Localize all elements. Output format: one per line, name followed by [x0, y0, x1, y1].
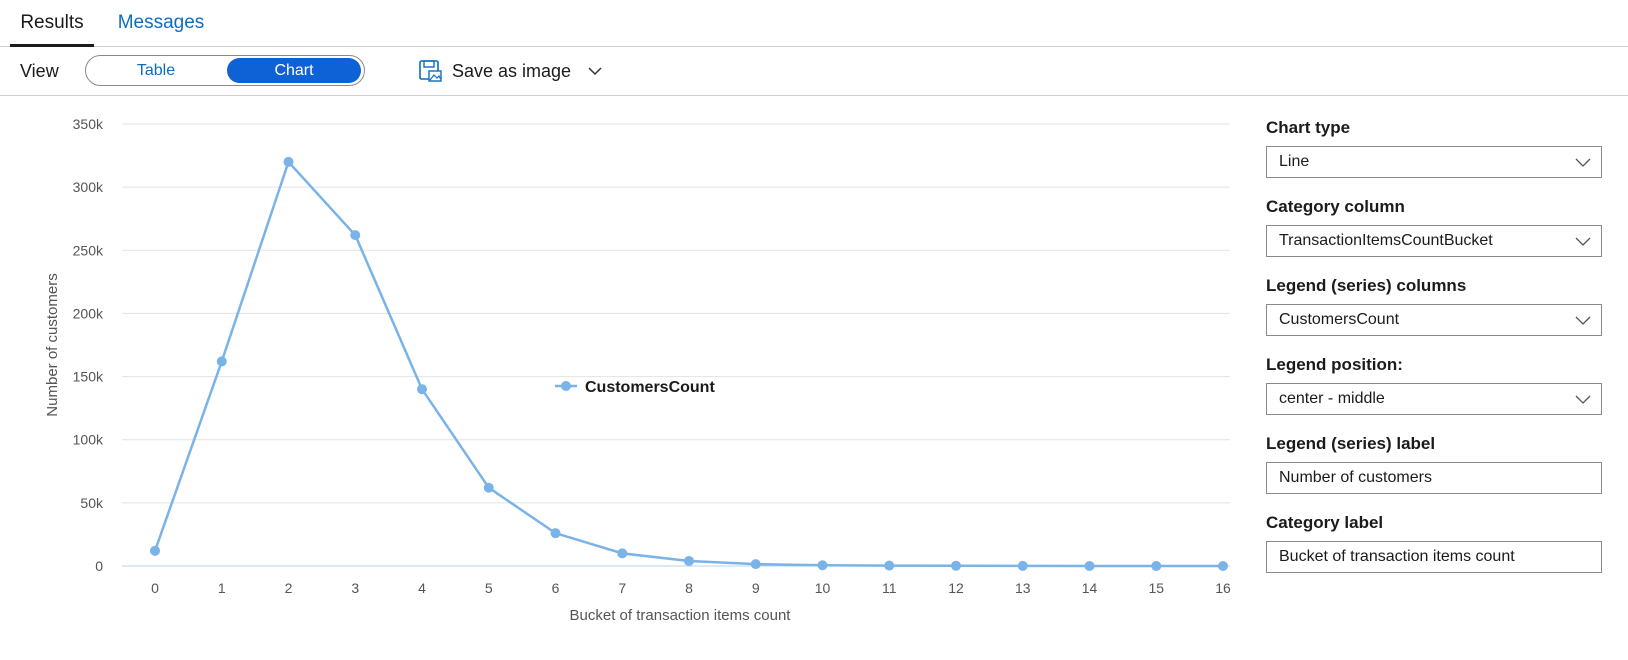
data-point: [750, 559, 761, 570]
tab-messages[interactable]: Messages: [117, 12, 205, 33]
category-label-input-box[interactable]: [1266, 541, 1602, 573]
legend-label-field: Legend (series) label: [1266, 426, 1602, 505]
y-tick-label: 150k: [73, 369, 104, 385]
category-label-label: Category label: [1266, 513, 1384, 532]
data-point: [1218, 560, 1228, 571]
data-point: [884, 560, 895, 571]
data-point: [684, 555, 694, 566]
view-toolbar: View Table Chart Save as image: [0, 47, 1628, 96]
y-tick-label: 0: [95, 558, 103, 574]
legend-position-label: Legend position:: [1266, 355, 1403, 374]
legend-marker: [561, 381, 571, 391]
legend-columns-value: CustomersCount: [1279, 311, 1400, 328]
legend-label: CustomersCount: [585, 379, 715, 396]
legend-label-input-box[interactable]: [1266, 462, 1602, 494]
x-tick-label: 12: [948, 580, 964, 596]
x-tick-label: 14: [1082, 580, 1098, 596]
x-tick-label: 0: [151, 580, 159, 596]
chart-type-dropdown[interactable]: Line: [1266, 146, 1602, 178]
y-axis-title: Number of customers: [44, 273, 61, 416]
x-tick-label: 8: [685, 580, 693, 596]
data-point: [1151, 560, 1162, 571]
view-toggle-table[interactable]: Table: [136, 62, 176, 79]
chevron-down-icon: [1575, 237, 1591, 246]
save-image-icon: [419, 60, 442, 82]
chart-settings-panel: Chart type Line Category column Transact…: [1266, 110, 1602, 584]
x-tick-label: 2: [285, 580, 293, 596]
chevron-down-icon: [1575, 316, 1591, 325]
x-tick-label: 3: [351, 580, 359, 596]
x-tick-label: 4: [418, 580, 426, 596]
y-tick-label: 100k: [73, 432, 104, 448]
legend-label-label: Legend (series) label: [1266, 434, 1436, 453]
legend-columns-field: Legend (series) columns CustomersCount: [1266, 268, 1602, 347]
y-tick-label: 350k: [73, 116, 104, 132]
x-tick-label: 16: [1215, 580, 1231, 596]
results-tab-bar: Results Messages: [0, 0, 1628, 47]
y-tick-label: 250k: [73, 242, 104, 258]
x-tick-label: 7: [618, 580, 626, 596]
data-point: [483, 482, 494, 493]
tab-results[interactable]: Results: [10, 10, 94, 47]
x-tick-label: 6: [552, 580, 560, 596]
data-point: [617, 548, 628, 559]
data-point: [350, 230, 361, 241]
x-tick-label: 1: [218, 580, 226, 596]
data-point: [216, 356, 227, 367]
chevron-down-icon: [1575, 158, 1591, 167]
chevron-down-icon[interactable]: [587, 63, 603, 79]
y-tick-label: 300k: [73, 179, 104, 195]
y-tick-label: 200k: [73, 305, 104, 321]
category-column-label: Category column: [1266, 197, 1405, 216]
x-tick-label: 11: [882, 580, 897, 596]
legend-columns-label: Legend (series) columns: [1266, 276, 1467, 295]
x-tick-label: 5: [485, 580, 493, 596]
legend-position-value: center - middle: [1279, 390, 1385, 407]
x-tick-label: 13: [1015, 580, 1031, 596]
y-tick-label: 50k: [80, 495, 104, 511]
legend-position-field: Legend position: center - middle: [1266, 347, 1602, 426]
legend-position-dropdown[interactable]: center - middle: [1266, 383, 1602, 415]
view-toggle: Table Chart: [85, 55, 365, 86]
category-column-dropdown[interactable]: TransactionItemsCountBucket: [1266, 225, 1602, 257]
category-label-input[interactable]: [1279, 543, 1601, 571]
chart-type-field: Chart type Line: [1266, 110, 1602, 189]
data-point: [417, 384, 427, 395]
chart-type-value: Line: [1279, 153, 1310, 170]
data-point: [1017, 560, 1028, 571]
data-point: [550, 528, 561, 539]
data-point: [1084, 560, 1095, 571]
view-label: View: [20, 61, 59, 81]
legend-label-input[interactable]: [1279, 464, 1601, 492]
x-tick-label: 9: [752, 580, 760, 596]
x-tick-label: 15: [1148, 580, 1164, 596]
legend-columns-dropdown[interactable]: CustomersCount: [1266, 304, 1602, 336]
view-toggle-chart[interactable]: Chart: [227, 58, 361, 83]
data-point: [817, 560, 828, 571]
data-point: [951, 560, 961, 571]
x-tick-label: 10: [815, 580, 831, 596]
save-as-image-label: Save as image: [452, 60, 572, 81]
data-point: [150, 545, 160, 556]
category-label-field: Category label: [1266, 505, 1602, 584]
category-column-value: TransactionItemsCountBucket: [1279, 232, 1493, 249]
category-column-field: Category column TransactionItemsCountBuc…: [1266, 189, 1602, 268]
chart-type-label: Chart type: [1266, 118, 1351, 137]
series-line: [153, 159, 1224, 568]
chevron-down-icon: [1575, 395, 1591, 404]
data-point: [283, 156, 294, 167]
save-as-image-button[interactable]: Save as image: [418, 56, 603, 86]
x-axis-title: Bucket of transaction items count: [570, 607, 792, 624]
line-chart: 0 50k 100k 150k 200k 250k 300k 350k 0 1 2 3 4 5 6 7 8 9 10…: [0, 96, 1240, 660]
